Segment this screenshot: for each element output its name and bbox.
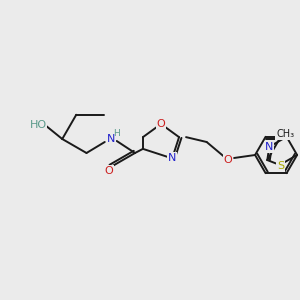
Text: N: N — [265, 142, 274, 152]
Text: S: S — [277, 161, 284, 171]
Text: CH₃: CH₃ — [276, 129, 294, 139]
Text: HO: HO — [29, 120, 46, 130]
Text: N: N — [106, 134, 115, 144]
Text: O: O — [104, 166, 113, 176]
Text: N: N — [168, 153, 176, 164]
Text: O: O — [157, 119, 165, 129]
Text: O: O — [224, 155, 233, 165]
Text: H: H — [113, 128, 120, 137]
